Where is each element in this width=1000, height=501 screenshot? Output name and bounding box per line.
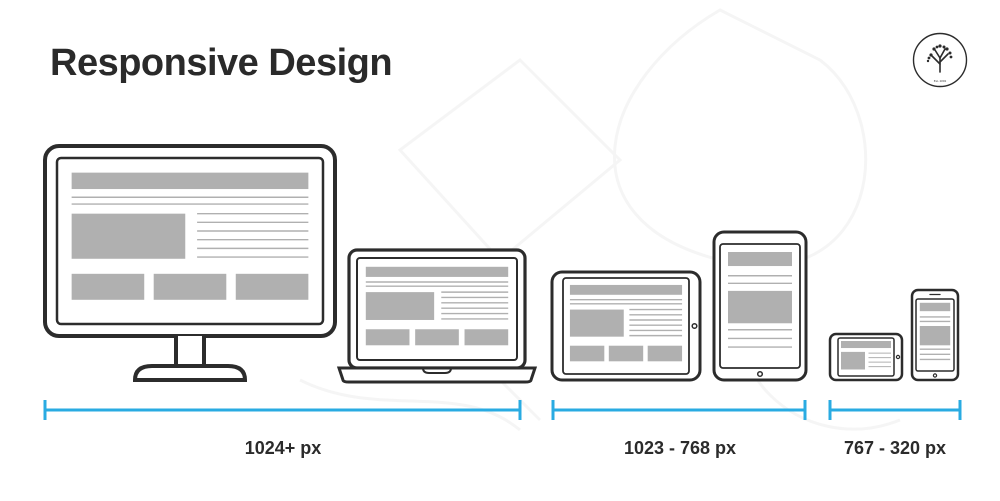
tablet-portrait-icon: [714, 232, 806, 380]
laptop-icon: [339, 250, 535, 382]
breakpoint-label: 767 - 320 px: [795, 438, 995, 459]
breakpoint-brackets: [0, 395, 1000, 425]
tablet-landscape-icon: [552, 272, 700, 380]
phone-portrait-icon: [912, 290, 958, 380]
breakpoint-bracket: [830, 400, 960, 420]
page-title: Responsive Design: [50, 42, 392, 85]
devices-illustration: [0, 130, 1000, 390]
breakpoint-bracket: [553, 400, 805, 420]
phone-landscape-icon: [830, 334, 902, 380]
breakpoint-label: 1023 - 768 px: [580, 438, 780, 459]
desktop-icon: [45, 146, 335, 380]
svg-text:Est. 2002: Est. 2002: [934, 79, 947, 83]
idf-logo: Est. 2002: [912, 32, 968, 88]
breakpoint-bracket: [45, 400, 520, 420]
breakpoint-label: 1024+ px: [183, 438, 383, 459]
